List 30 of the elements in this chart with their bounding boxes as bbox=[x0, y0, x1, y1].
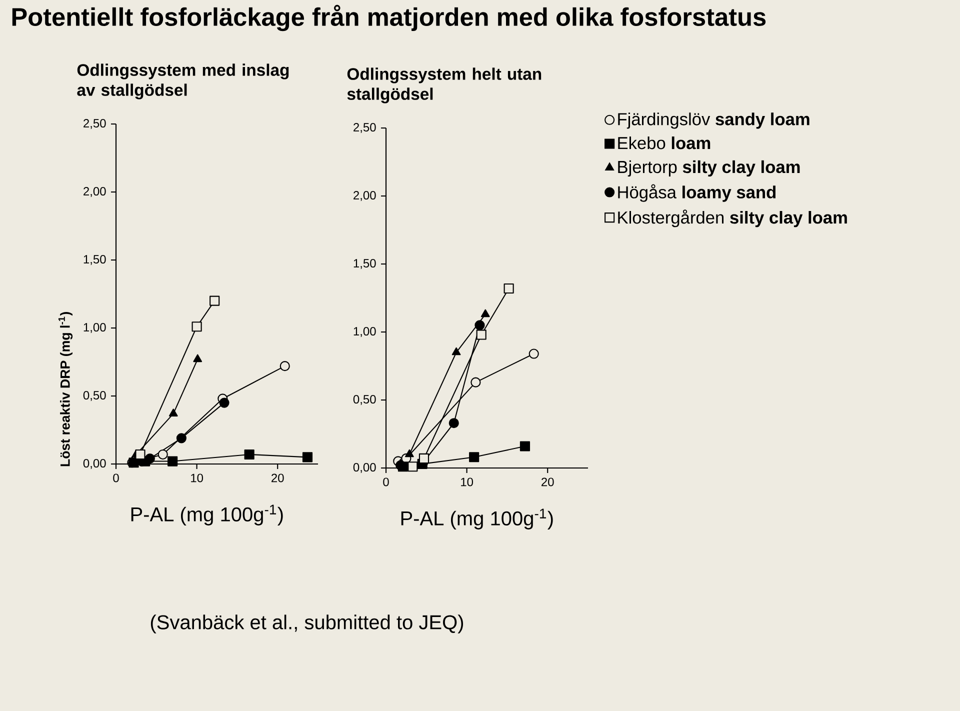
y-axis-title: Löst reaktiv DRP (mg l$^{-1}$) bbox=[58, 312, 73, 466]
x-axis-title: P-AL (mg 100g$^{-1}$) bbox=[401, 508, 553, 530]
text: Potentiellt fosforläckage från matjorden med olika fosforstatus bbox=[12, 4, 766, 32]
y-tick-label: 1,50 bbox=[354, 259, 376, 269]
y-tick-label: 2,00 bbox=[84, 187, 106, 197]
y-tick-label: 2,50 bbox=[354, 123, 376, 133]
y-tick-label: 0,50 bbox=[83, 391, 106, 401]
legend-label: Klostergården silty clay loam bbox=[618, 210, 847, 228]
y-tick-label: 1,00 bbox=[354, 327, 376, 337]
x-tick-label: 20 bbox=[272, 474, 284, 482]
y-tick-label: 2,50 bbox=[84, 119, 106, 129]
legend-label: Ekebo loam bbox=[618, 136, 710, 150]
y-tick-label: 0,00 bbox=[353, 463, 376, 473]
x-tick-label: 10 bbox=[461, 478, 474, 486]
y-tick-label: 1,00 bbox=[84, 323, 106, 333]
x-tick-label: 0 bbox=[113, 474, 119, 482]
legend-label: Fjärdingslöv sandy loam bbox=[618, 112, 810, 129]
legend-label: Bjertorp silty clay loam bbox=[618, 160, 800, 177]
x-tick-label: 10 bbox=[191, 474, 204, 482]
text: (Svanbäck et al., submitted to JEQ) bbox=[150, 614, 464, 634]
chart-subtitle: Odlingssystem med inslag av stallgödsel bbox=[77, 64, 289, 100]
x-axis-title: P-AL (mg 100g$^{-1}$) bbox=[131, 504, 283, 526]
x-tick-label: 0 bbox=[383, 478, 389, 486]
x-tick-label: 20 bbox=[542, 478, 554, 486]
y-tick-label: 0,50 bbox=[353, 395, 376, 405]
legend-label: Högåsa loamy sand bbox=[618, 184, 776, 202]
y-tick-label: 0,00 bbox=[83, 459, 106, 469]
chart-title: Odlingssystem helt utan stallgödsel bbox=[347, 68, 542, 104]
y-tick-label: 1,50 bbox=[84, 255, 106, 265]
y-tick-label: 2,00 bbox=[354, 191, 376, 201]
